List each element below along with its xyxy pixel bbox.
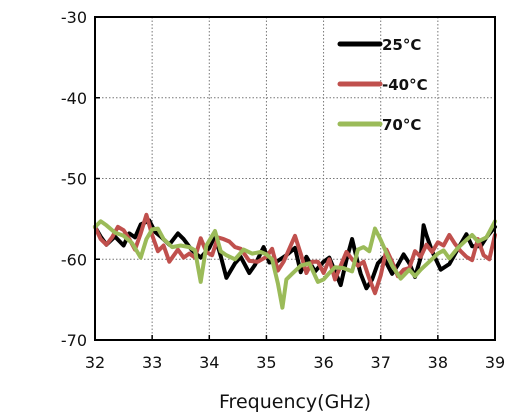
- series-line-2: [93, 219, 497, 310]
- x-tick-label-6: 38: [428, 353, 448, 372]
- x-axis-label: Frequency(GHz): [219, 391, 371, 413]
- legend: 25°C -40°C 70°C: [337, 36, 428, 134]
- x-tick-label-2: 34: [199, 353, 219, 372]
- x-tick-label-3: 35: [256, 353, 276, 372]
- y-tick-labels: -30 -40 -50 -60 -70: [61, 8, 100, 350]
- x-tick-label-5: 37: [371, 353, 391, 372]
- series-group: [93, 212, 497, 310]
- y-tick-label-2: -50: [61, 170, 87, 189]
- y-tick-label-3: -60: [61, 250, 87, 269]
- x-tick-label-1: 33: [142, 353, 162, 372]
- legend-label-2: 70°C: [382, 116, 421, 134]
- y-tick-label-4: -70: [61, 331, 87, 350]
- y-tick-label-0: -30: [61, 8, 87, 27]
- legend-label-1: -40°C: [382, 76, 428, 94]
- y-tick-label-1: -40: [61, 89, 87, 108]
- x-tick-label-4: 36: [313, 353, 333, 372]
- x-tick-label-7: 39: [485, 353, 505, 372]
- series-line-1: [93, 212, 497, 296]
- x-tick-labels: 32 33 34 35 36 37 38 39: [85, 335, 505, 372]
- grid: [95, 17, 495, 340]
- x-tick-label-0: 32: [85, 353, 105, 372]
- legend-label-0: 25°C: [382, 36, 421, 54]
